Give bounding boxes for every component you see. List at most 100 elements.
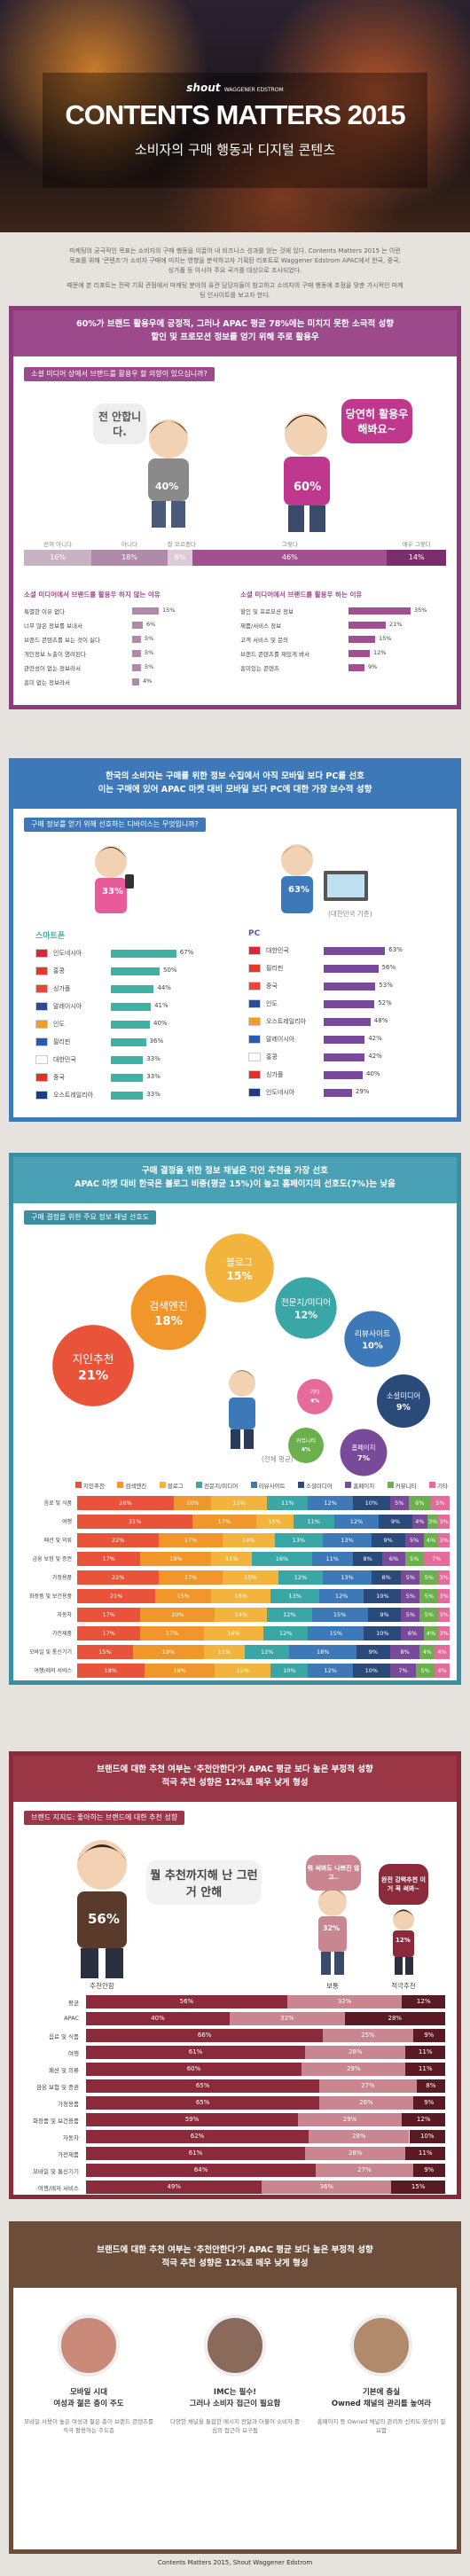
value-label: 11%: [325, 1555, 339, 1562]
speech-bubble: 완전 강력추천 이거 꼭 써봐~: [379, 1864, 428, 1905]
flag: [248, 999, 261, 1008]
question: 구매 결정을 위한 주요 정보 채널 선호도: [24, 1210, 157, 1225]
bar-segment: 32%: [230, 2012, 345, 2025]
bubble-value: 7%: [357, 1453, 370, 1462]
heading-line: 할인 및 프로모션 정보를 얻기 위해 주로 활용우: [151, 333, 319, 342]
bar-segment: 46%: [192, 550, 388, 566]
reasons-list: 소셜 미디어에서 브랜드를 활용우 하지 않는 이유 특별한 이유 없다 15% 너무…: [24, 590, 228, 701]
bar: [132, 607, 159, 615]
speech-bubble: 당연히 활용우 해봐요~: [341, 399, 412, 443]
list-row: 흥미있는 콘텐츠 9%: [240, 662, 444, 676]
bar: [324, 1018, 371, 1026]
value-label: 26%: [359, 2099, 373, 2106]
legend-label: 기타: [437, 1483, 448, 1490]
question: 소셜 미디어 상에서 브랜드를 활용우 할 의향이 있으십니까?: [24, 367, 215, 381]
value-label: 18%: [316, 1648, 330, 1656]
bar-segment: 49%: [86, 2181, 262, 2194]
bubble-circle: [377, 1374, 430, 1428]
bar-segment: 8%: [352, 1552, 383, 1566]
leg: [288, 505, 304, 532]
country-label: 대한민국: [53, 1056, 76, 1063]
value-label: 27%: [357, 2166, 372, 2173]
item-label: 흥미있는 콘텐츠: [240, 665, 279, 672]
value-label: 14%: [408, 553, 425, 561]
section-recommend: 브랜드에 대한 추천 여부는 '추천안한다'가 APAC 평균 보다 높은 부정…: [9, 1751, 461, 2199]
leg: [81, 1948, 98, 1978]
bar-segment: 3%: [438, 1533, 450, 1547]
legend-label: 커뮤니티: [395, 1483, 417, 1490]
bar-segment: 10%: [352, 1664, 390, 1678]
list-row: 고객 서비스 및 문의 15%: [240, 633, 444, 647]
speech-bubble: 뭘 추천까지해 난 그런거 안해: [146, 1860, 262, 1905]
legend-swatch: [250, 1482, 257, 1488]
bar: [324, 1053, 365, 1061]
country-label: 오스트레일리아: [266, 1018, 307, 1025]
list-row: 중국 33%: [35, 1069, 231, 1087]
section-social: 60%가 브랜드 활용우에 긍정적, 그러나 APAC 평균 78%에는 미치지…: [9, 306, 461, 709]
shirt: [229, 1398, 255, 1429]
bar-segment: 11%: [405, 2147, 445, 2160]
value-label: 17%: [217, 1518, 231, 1525]
value-label: 12%: [260, 1648, 274, 1656]
bar-segment: 12%: [333, 1515, 380, 1529]
flag: [35, 967, 48, 975]
face: [77, 1840, 127, 1890]
value-label: 22%: [111, 1574, 125, 1581]
bar-segment: 14%: [222, 1533, 275, 1547]
legend-item: 커뮤니티: [387, 1481, 417, 1493]
legend-label: 검색엔진: [125, 1483, 147, 1490]
bubble-circle: [52, 1325, 134, 1406]
value-label: 44%: [157, 984, 171, 991]
hair: [281, 846, 313, 857]
bar-segment: 8%: [389, 1645, 420, 1659]
value-label: 56%: [381, 964, 396, 971]
country-label: 중국: [53, 1074, 65, 1081]
value-label: 28%: [348, 2048, 363, 2055]
legend-item: 지인추천: [75, 1481, 105, 1493]
value-label: 15%: [236, 1667, 250, 1674]
bar: [111, 1003, 152, 1011]
bubble-value: 21%: [78, 1368, 108, 1382]
heading-line: 구매 결정을 위한 정보 채널은 지인 추천을 가장 선호: [142, 1166, 328, 1176]
flag: [248, 1070, 261, 1079]
bubble: 소셜미디어 9%: [377, 1374, 430, 1428]
value-label: 15%: [98, 1648, 112, 1656]
insight-title: IMC는 필수!: [213, 2388, 257, 2397]
bar-segment: 5%: [404, 1552, 424, 1566]
bar: [111, 1056, 144, 1064]
bar-segment: 4%: [419, 1645, 435, 1659]
value-label: 36%: [149, 1037, 164, 1045]
list-row: 인도 52%: [248, 996, 443, 1014]
share-label: 32%: [323, 1924, 341, 1932]
value-label: 28%: [352, 2133, 366, 2140]
insight-desc: 홈페이지 등 Owned 채널의 관리와 신뢰도 향상이 필요함: [317, 2418, 446, 2434]
leg: [309, 505, 325, 532]
bar-segment: 5%: [419, 1608, 439, 1622]
list-row: 제품/서비스 정보 21%: [240, 619, 444, 633]
insight-icon: [350, 2314, 412, 2376]
leg: [106, 1948, 123, 1978]
speech-bubble: 전 안합니다.: [93, 403, 146, 444]
value-label: 49%: [167, 2183, 181, 2190]
item-label: 고객 서비스 및 문의: [240, 637, 289, 644]
value-label: 27%: [361, 2082, 375, 2089]
heading-line: 적극 추천 성향은 12%로 매우 낮게 형성: [161, 2259, 309, 2268]
bar-segment: 29%: [302, 2063, 406, 2076]
value-label: 17%: [102, 1555, 115, 1562]
bar-segment: 17%: [77, 1552, 141, 1566]
bubble-label: 커뮤니티: [296, 1437, 316, 1445]
row-label: 금융 보험 및 증권: [32, 1556, 72, 1562]
share-label: 60%: [294, 481, 322, 494]
value-label: 18%: [104, 1667, 118, 1674]
bar-segment: 12%: [402, 2113, 445, 2126]
value-label: 31%: [128, 1518, 142, 1525]
flag: [35, 949, 48, 958]
list-row: 할인 및 프로모션 정보 35%: [240, 605, 444, 619]
bar-segment: 17%: [159, 1533, 223, 1547]
bar: [111, 1074, 144, 1082]
value-label: 36%: [319, 2183, 334, 2190]
question: 브랜드 지지도: 좋아하는 브랜드에 대한 추천 성향: [24, 1811, 185, 1825]
value-label: 7%: [398, 1667, 408, 1674]
bar-segment: 17%: [192, 1515, 256, 1529]
value-label: 12%: [324, 1667, 337, 1674]
